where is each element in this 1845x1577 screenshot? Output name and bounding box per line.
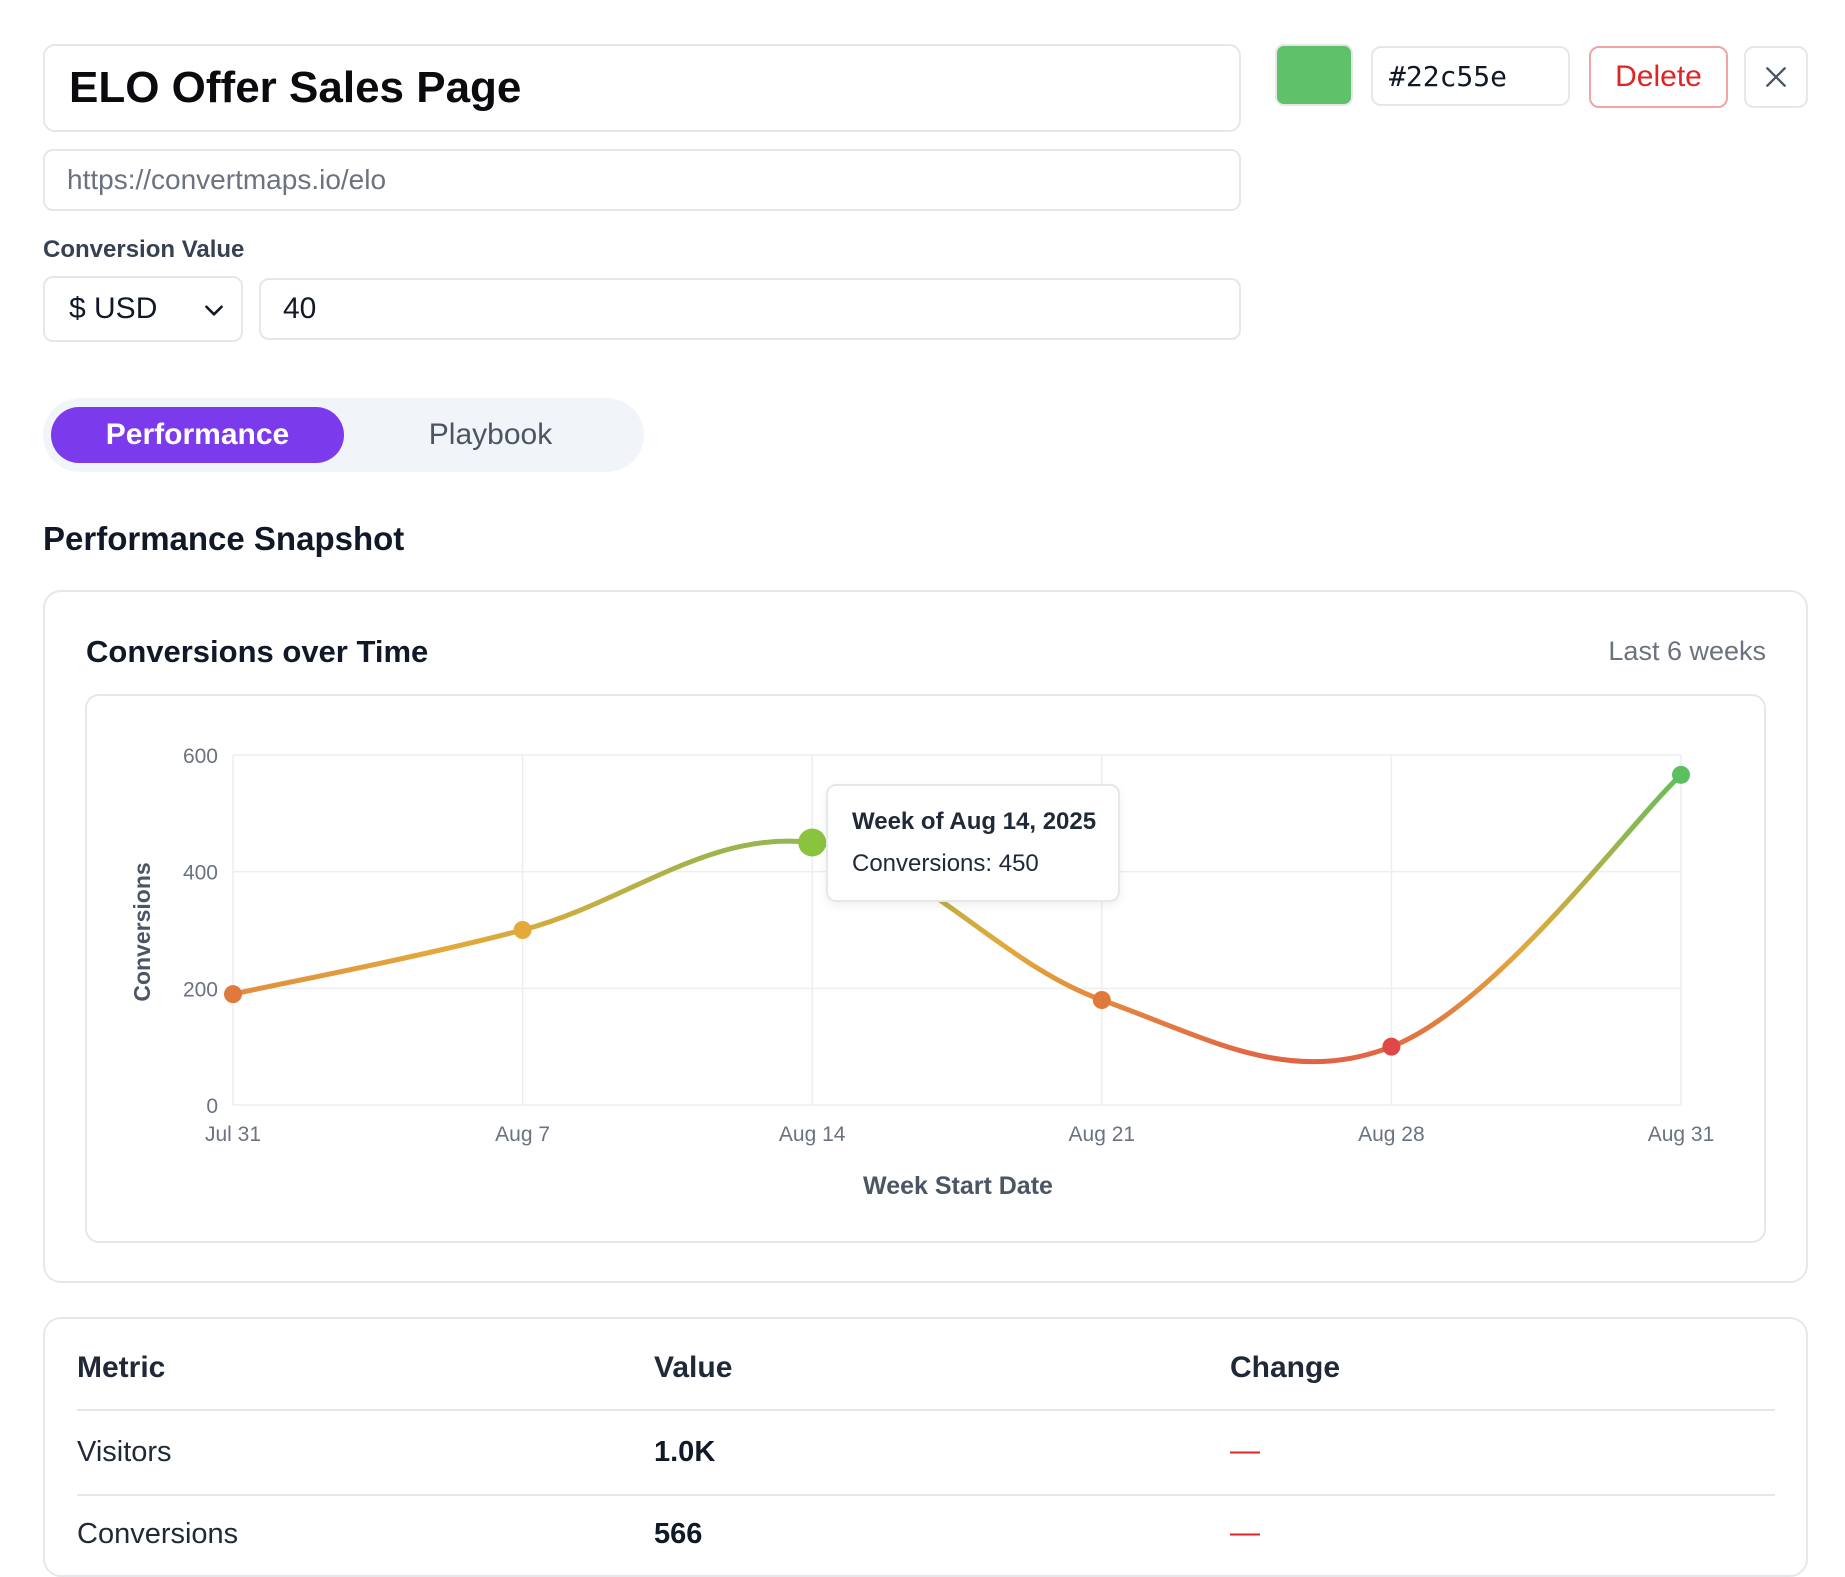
section-title: Performance Snapshot xyxy=(43,520,405,557)
row-metric-visitors: Visitors xyxy=(77,1436,172,1468)
row-value-visitors: 1.0K xyxy=(654,1436,716,1468)
page-title-input[interactable]: ELO Offer Sales Page xyxy=(43,44,1241,132)
conversion-value-input[interactable]: 40 xyxy=(259,278,1241,340)
tab-playbook[interactable]: Playbook xyxy=(428,418,553,451)
chart-plot-frame xyxy=(85,694,1766,1243)
row-metric-conversions: Conversions xyxy=(77,1518,239,1550)
column-header-value: Value xyxy=(654,1351,733,1384)
row-divider xyxy=(77,1494,1775,1496)
color-swatch[interactable] xyxy=(1275,44,1353,106)
conversion-value-label: Conversion Value xyxy=(43,236,245,263)
chart-range-label: Last 6 weeks xyxy=(1608,636,1766,666)
metrics-table xyxy=(43,1317,1808,1577)
row-change-conversions: — xyxy=(1230,1516,1260,1549)
close-icon xyxy=(1766,67,1786,87)
column-header-metric: Metric xyxy=(77,1351,166,1384)
chart-title: Conversions over Time xyxy=(86,634,429,669)
row-value-conversions: 566 xyxy=(654,1518,703,1550)
color-hex-input[interactable]: #22c55e xyxy=(1371,46,1570,106)
currency-select[interactable]: $ USD xyxy=(43,276,243,342)
currency-select-value: $ USD xyxy=(69,292,158,325)
header-divider xyxy=(77,1409,1775,1411)
chart-tooltip: Week of Aug 14, 2025 Conversions: 450 xyxy=(826,784,1120,902)
chevron-down-icon xyxy=(205,305,223,316)
url-input[interactable]: https://convertmaps.io/elo xyxy=(43,149,1241,211)
column-header-change: Change xyxy=(1230,1351,1341,1384)
tooltip-value: Conversions: 450 xyxy=(852,850,1039,877)
row-change-visitors: — xyxy=(1230,1434,1260,1467)
close-button[interactable] xyxy=(1744,46,1808,108)
tooltip-title: Week of Aug 14, 2025 xyxy=(852,808,1097,835)
delete-button[interactable]: Delete xyxy=(1589,46,1728,108)
tab-performance[interactable]: Performance xyxy=(51,407,344,463)
